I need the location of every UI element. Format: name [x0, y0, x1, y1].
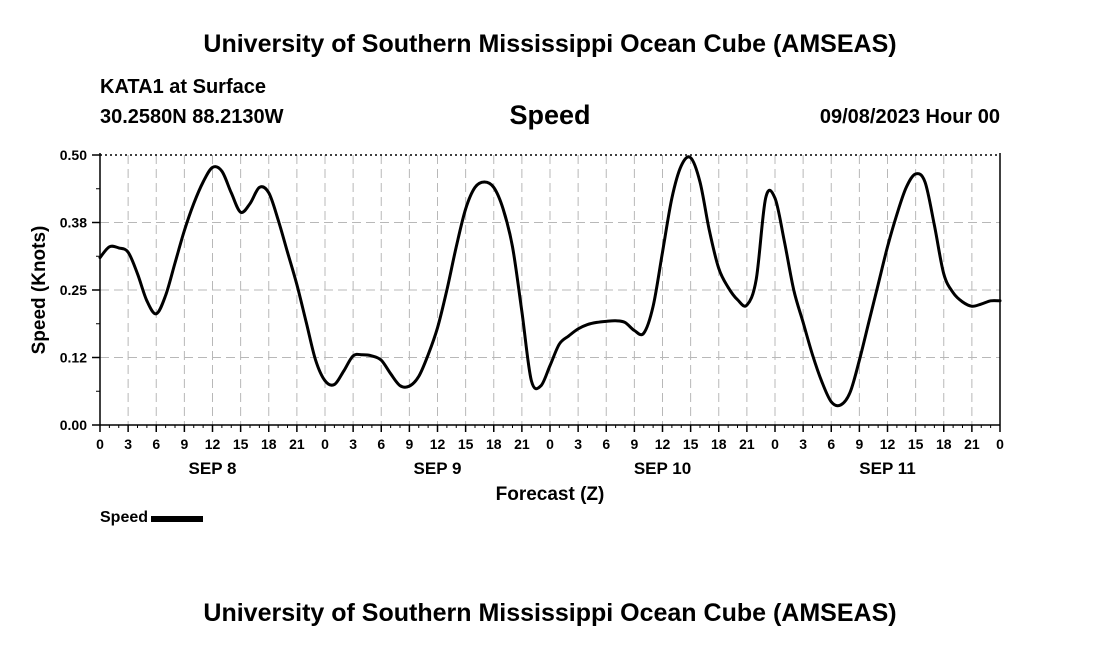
x-tick-label: 0 — [546, 436, 554, 452]
legend-swatch — [151, 516, 204, 522]
x-tick-label: 0 — [321, 436, 329, 452]
y-axis-title: Speed (Knots) — [29, 226, 50, 355]
y-tick-label: 0.25 — [60, 282, 87, 298]
x-tick-label: 6 — [152, 436, 160, 452]
x-tick-label: 0 — [771, 436, 779, 452]
y-tick-label: 0.00 — [60, 417, 87, 433]
station-name: KATA1 at Surface — [100, 76, 266, 98]
x-tick-label: 21 — [514, 436, 530, 452]
x-tick-label: 15 — [233, 436, 249, 452]
x-tick-label: 0 — [996, 436, 1004, 452]
axes — [92, 153, 1001, 432]
tick-labels: 0.00 0.12 0.25 0.38 0.50 0 3 6 9 12 15 18 21 0 3 6 9 12 15… — [60, 147, 1004, 478]
x-tick-label: 9 — [405, 436, 413, 452]
x-tick-label: 9 — [180, 436, 188, 452]
x-tick-label: 18 — [936, 436, 952, 452]
x-tick-label: 6 — [377, 436, 385, 452]
x-tick-label: 21 — [289, 436, 305, 452]
x-tick-label: 3 — [799, 436, 807, 452]
x-tick-label: 0 — [96, 436, 104, 452]
x-tick-label: 9 — [630, 436, 638, 452]
x-tick-label: 21 — [964, 436, 980, 452]
legend-label: Speed — [100, 509, 149, 526]
day-label: SEP 11 — [859, 459, 915, 478]
y-tick-label: 0.50 — [60, 147, 87, 163]
grid-lines — [100, 155, 1000, 425]
footer-title: University of Southern Mississippi Ocean… — [203, 599, 897, 627]
x-tick-label: 12 — [880, 436, 896, 452]
x-tick-label: 18 — [261, 436, 277, 452]
x-tick-label: 6 — [827, 436, 835, 452]
forecast-datetime: 09/08/2023 Hour 00 — [819, 106, 1000, 128]
x-tick-label: 15 — [683, 436, 699, 452]
x-tick-label: 18 — [711, 436, 727, 452]
x-axis-title: Forecast (Z) — [496, 484, 605, 505]
x-tick-label: 15 — [908, 436, 924, 452]
x-tick-label: 6 — [602, 436, 610, 452]
x-tick-label: 3 — [574, 436, 582, 452]
station-coordinates: 30.2580N 88.2130W — [100, 106, 284, 128]
x-tick-label: 3 — [124, 436, 132, 452]
day-label: SEP 9 — [414, 459, 462, 478]
x-tick-label: 9 — [855, 436, 863, 452]
y-tick-label: 0.38 — [60, 215, 87, 231]
x-tick-label: 3 — [349, 436, 357, 452]
day-label: SEP 8 — [189, 459, 237, 478]
x-tick-label: 15 — [458, 436, 474, 452]
series-layer — [98, 155, 1002, 408]
chart-title: Speed — [509, 100, 591, 130]
page-title: University of Southern Mississippi Ocean… — [203, 30, 897, 58]
series-line-speed — [98, 155, 1002, 408]
x-tick-label: 18 — [486, 436, 502, 452]
x-tick-label: 12 — [655, 436, 671, 452]
x-tick-label: 21 — [739, 436, 755, 452]
x-tick-label: 12 — [430, 436, 446, 452]
x-tick-label: 12 — [205, 436, 221, 452]
y-tick-label: 0.12 — [60, 350, 87, 366]
day-label: SEP 10 — [634, 459, 691, 478]
legend: Speed — [100, 509, 204, 527]
